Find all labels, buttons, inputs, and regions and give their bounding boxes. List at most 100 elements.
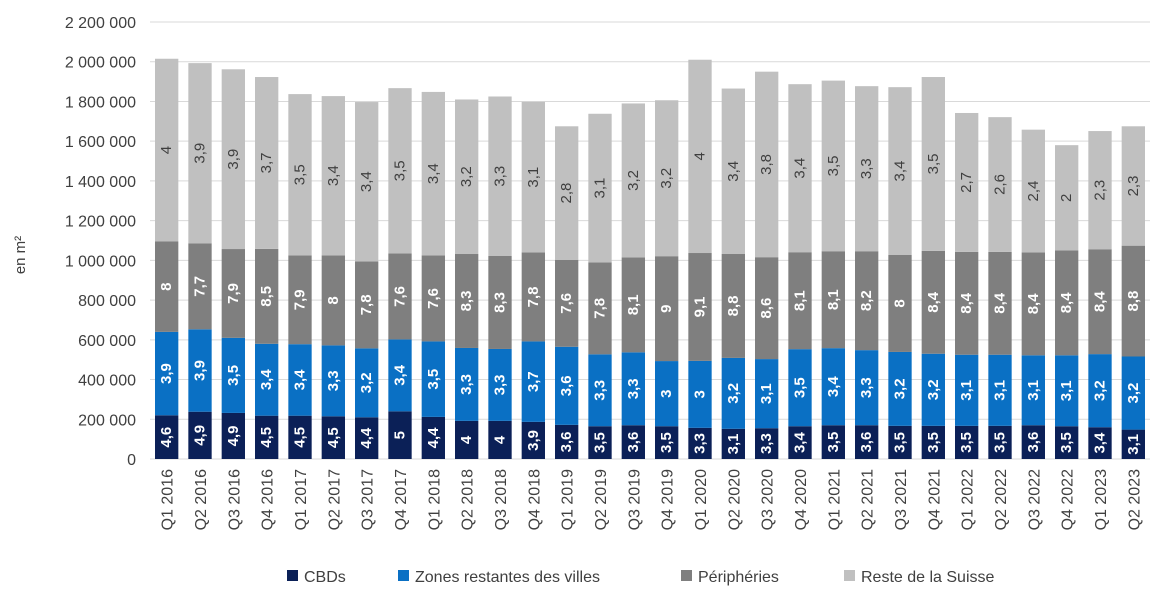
bar-stack: 3,5 3,3 7,8 3,1: [588, 113, 612, 459]
bar-segment: [421, 341, 445, 417]
data-label: 3,6: [858, 432, 875, 453]
bar-segment: [921, 250, 945, 354]
bar-stack: 3,6 3,6 7,6 2,8: [555, 126, 579, 459]
data-label: 3,5: [792, 377, 809, 398]
x-tick-label: Q3 2020: [760, 469, 777, 530]
bar-segment: [1121, 126, 1145, 246]
bar-segment: [155, 331, 179, 416]
bar-segment: [421, 255, 445, 342]
bar-segment: [488, 348, 512, 421]
data-label: 3,2: [658, 168, 675, 189]
x-tick-label: Q1 2018: [426, 469, 443, 530]
bar-segment: [621, 103, 645, 258]
bar-segment: [688, 253, 712, 361]
bar-stack: 5 3,4 7,6 3,5: [388, 88, 412, 459]
legend-label: CBDs: [304, 569, 346, 586]
x-tick-label: Q4 2016: [260, 469, 277, 530]
bar-segment: [955, 425, 979, 459]
data-label: 8: [892, 299, 909, 307]
bar-segment: [455, 420, 479, 459]
data-label: 3,1: [725, 433, 742, 454]
x-tick-label: Q1 2022: [960, 469, 977, 530]
data-label: 4: [492, 435, 509, 444]
data-label: 9: [658, 304, 675, 312]
bar-stack: 4,5 3,4 7,9 3,5: [288, 94, 312, 459]
data-label: 3,4: [392, 364, 409, 386]
bar-segment: [521, 101, 545, 253]
y-tick-label: 1 200 000: [65, 214, 136, 231]
data-label: 7,6: [425, 288, 442, 309]
bar-stack: 3,5 3 9 3,2: [655, 100, 679, 459]
x-tick-label: Q4 2018: [526, 469, 543, 530]
data-label: 2,7: [958, 172, 975, 193]
data-label: 3,5: [892, 432, 909, 453]
legend-label: Zones restantes des villes: [415, 569, 600, 586]
data-label: 8,8: [1125, 291, 1142, 312]
data-label: 8,2: [858, 290, 875, 311]
bar-stack: 3,6 3,3 8,2 3,3: [855, 86, 879, 459]
y-tick-label: 2 200 000: [65, 15, 136, 32]
data-label: 8,4: [1025, 293, 1042, 315]
data-label: 3,1: [525, 167, 542, 188]
data-label: 8,1: [792, 290, 809, 311]
bar-segment: [755, 428, 779, 459]
bar-segment: [221, 249, 245, 338]
bar-segment: [1021, 129, 1045, 253]
bar-stack: 3,4 3,5 8,1 3,4: [788, 84, 812, 459]
data-label: 4,9: [225, 426, 242, 447]
bar-segment: [1121, 245, 1145, 357]
bar-segment: [255, 248, 279, 344]
data-label: 3,5: [292, 164, 309, 185]
data-label: 3,3: [692, 433, 709, 454]
bar-segment: [555, 346, 579, 425]
data-label: 8,4: [1092, 291, 1109, 313]
bar-stack: 4,9 3,9 7,7 3,9: [188, 63, 212, 459]
data-label: 3,3: [325, 370, 342, 391]
bar-segment: [455, 99, 479, 255]
y-tick-label: 600 000: [78, 333, 136, 350]
data-label: 3,4: [1092, 432, 1109, 454]
data-label: 8,8: [725, 296, 742, 317]
y-tick-label: 1 000 000: [65, 253, 136, 270]
data-label: 2,3: [1092, 180, 1109, 201]
bar-segment: [1021, 425, 1045, 459]
data-label: 3,4: [792, 432, 809, 454]
data-label: 8,4: [992, 292, 1009, 314]
bar-segment: [755, 257, 779, 360]
bar-segment: [688, 427, 712, 459]
bar-segment: [321, 255, 345, 346]
x-tick-label: Q1 2019: [560, 469, 577, 530]
x-tick-label: Q1 2017: [293, 469, 310, 530]
data-label: 3,4: [825, 376, 842, 398]
bar-segment: [721, 88, 745, 255]
bar-segment: [155, 415, 179, 459]
data-label: 3,1: [1025, 380, 1042, 401]
data-label: 3,3: [858, 158, 875, 179]
data-label: 3,4: [358, 171, 375, 192]
legend-label: Reste de la Suisse: [861, 569, 995, 586]
bar-segment: [1121, 356, 1145, 430]
bar-stack: 4,5 3,4 8,5 3,7: [255, 77, 279, 459]
data-label: 3,3: [492, 374, 509, 395]
data-label: 4,5: [325, 427, 342, 448]
bar-segment: [321, 345, 345, 417]
bar-segment: [1021, 252, 1045, 356]
y-tick-label: 200 000: [78, 412, 136, 429]
data-label: 3,3: [592, 380, 609, 401]
bar-segment: [1021, 355, 1045, 426]
bar-segment: [621, 257, 645, 353]
bar-segment: [188, 63, 212, 244]
bar-segment: [655, 100, 679, 257]
bar-segment: [888, 425, 912, 459]
bar-stack: 3,1 3,2 8,8 3,4: [721, 88, 745, 459]
x-tick-label: Q2 2023: [1126, 469, 1143, 530]
bar-segment: [488, 420, 512, 459]
data-label: 8,1: [625, 294, 642, 315]
bar-stack: 4,4 3,5 7,6 3,4: [421, 91, 445, 459]
y-tick-label: 1 800 000: [65, 94, 136, 111]
bar-segment: [755, 359, 779, 429]
bar-segment: [955, 251, 979, 355]
x-axis-ticks: Q1 2016 Q2 2016 Q3 2016 Q4 2016 Q1 2017 Q2 20…: [160, 469, 1144, 530]
bar-segment: [588, 354, 612, 427]
data-label: 7,8: [525, 286, 542, 307]
